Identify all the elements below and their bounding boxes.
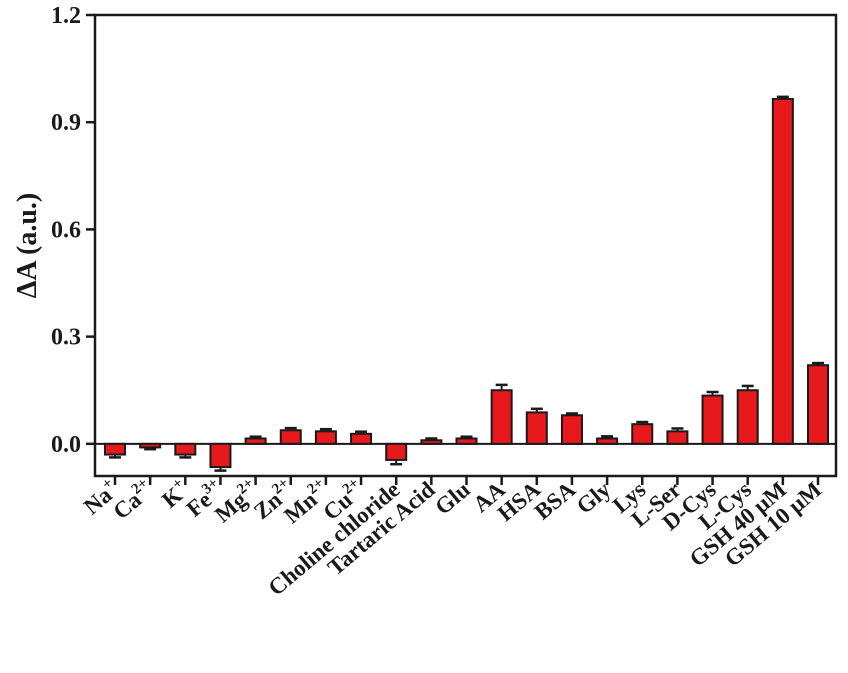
bar-19 (771, 97, 794, 445)
y-tick-label-1: 0.3 (51, 325, 81, 351)
bar-16 (666, 430, 689, 445)
bar-11 (490, 389, 513, 445)
bar-4 (244, 437, 267, 445)
y-tick-label-0: 0.0 (51, 432, 81, 458)
bar-12 (525, 411, 548, 445)
bar-13 (560, 414, 583, 445)
bar-15 (631, 423, 654, 445)
bars (104, 97, 829, 469)
y-tick-label-2: 0.6 (51, 217, 81, 243)
y-tick-label-4: 1.2 (51, 3, 81, 29)
bar-0 (104, 442, 126, 456)
bar-5 (279, 429, 302, 445)
error-bars (109, 95, 824, 472)
bar-17 (701, 394, 724, 445)
bar-1 (139, 442, 162, 449)
bar-7 (350, 432, 373, 445)
x-axis: Na+Ca2+ K+Fe3+Mg2+Zn2+Mn2+Cu2+Choline chl… (79, 475, 826, 600)
bar-8 (385, 442, 408, 461)
plot-frame (93, 13, 838, 478)
bar-18 (736, 389, 759, 445)
bar-2 (174, 442, 197, 456)
bar-10 (455, 437, 478, 445)
y-axis-title: ΔA (a.u.) (12, 193, 43, 298)
y-axis: 0.0 0.3 0.6 0.9 1.2 (51, 3, 95, 458)
bar-3 (209, 442, 232, 469)
y-tick-label-3: 0.9 (51, 110, 81, 136)
plot-frame-border (93, 13, 838, 478)
bar-9 (420, 439, 443, 445)
bar-6 (314, 430, 337, 445)
bar-20 (807, 364, 829, 445)
bar-14 (596, 437, 619, 445)
